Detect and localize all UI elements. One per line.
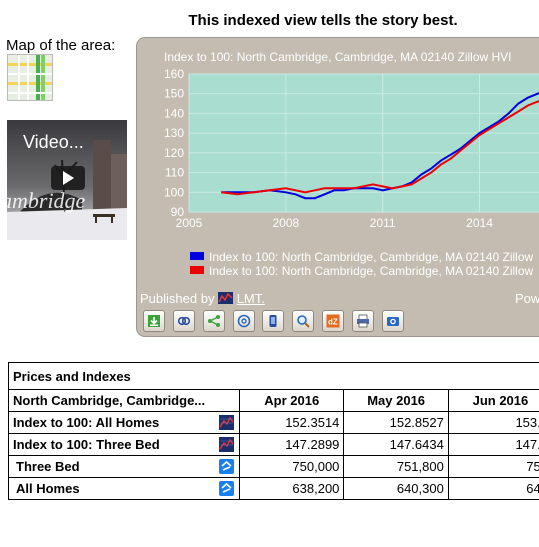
x-tick-label: 2014 — [466, 216, 493, 230]
y-tick-label: 130 — [164, 126, 184, 140]
chart-panel: Index to 100: North Cambridge, Cambridge… — [136, 37, 539, 337]
series-line-red — [221, 100, 539, 196]
video-title: Video... — [23, 132, 84, 152]
camera-icon — [387, 317, 399, 326]
table-cell: 750,000 — [238, 455, 345, 478]
download-icon — [148, 315, 160, 327]
link-icon — [177, 316, 191, 326]
video-image — [7, 120, 127, 240]
chart-icon[interactable] — [219, 415, 234, 430]
chart-icon[interactable] — [219, 437, 234, 452]
line-chart: 90 100 110 120 130 140 150 160 2005 2008 2011 2014 — [164, 67, 539, 230]
video-thumbnail[interactable]: Video... ambridge — [7, 120, 127, 240]
table-cell: 147.2899 — [238, 433, 345, 456]
table-cell: 152.3514 — [238, 411, 345, 434]
table-row: All Homes 638,200 640,300 643 — [8, 477, 539, 500]
row-label: Index to 100: Three Bed — [13, 437, 160, 452]
link-button[interactable] — [173, 310, 195, 332]
chart-title: Index to 100: North Cambridge, Cambridge… — [164, 50, 512, 64]
y-tick-label: 90 — [171, 205, 185, 219]
zillow-icon[interactable] — [219, 481, 234, 496]
table-cell: 643 — [447, 477, 539, 500]
powered-by: Pow — [515, 291, 539, 306]
table-cell: 152.8527 — [343, 411, 449, 434]
table-cell: 147.8 — [447, 433, 539, 456]
row-label: All Homes — [16, 481, 80, 496]
table-cell: 640,300 — [343, 477, 449, 500]
zoom-button[interactable] — [292, 310, 314, 332]
prices-table: Prices and Indexes North Cambridge, Camb… — [8, 362, 539, 500]
table-cell: 751,800 — [343, 455, 449, 478]
y-tick-label: 140 — [164, 106, 184, 120]
month-header: Jun 2016 — [447, 389, 539, 412]
x-tick-label: 2008 — [272, 216, 299, 230]
map-thumbnail[interactable] — [7, 54, 53, 101]
table-row: Three Bed 750,000 751,800 752 — [8, 455, 539, 478]
mobile-button[interactable] — [262, 310, 284, 332]
table-cell: 638,200 — [238, 477, 345, 500]
row-label: Three Bed — [16, 459, 80, 474]
map-label: Map of the area: — [6, 37, 116, 54]
y-tick-label: 110 — [165, 166, 184, 180]
y-tick-label: 120 — [164, 146, 184, 160]
video-watermark: ambridge — [7, 188, 86, 213]
legend-swatch-blue — [190, 252, 204, 260]
published-by: Published by LMT. — [140, 291, 265, 306]
legend-item-red[interactable]: Index to 100: North Cambridge, Cambridge… — [190, 264, 533, 278]
x-tick-label: 2011 — [370, 216, 396, 230]
table-row: Index to 100: Three Bed 147.2899 147.643… — [8, 433, 539, 456]
zillow-icon[interactable] — [219, 459, 234, 474]
legend-item-blue[interactable]: Index to 100: North Cambridge, Cambridge… — [190, 250, 533, 264]
download-button[interactable] — [143, 310, 165, 332]
map-icon — [8, 55, 52, 100]
print-icon — [357, 314, 369, 328]
mobile-icon — [269, 315, 277, 327]
y-tick-label: 150 — [164, 87, 184, 101]
share-icon — [208, 315, 220, 327]
legend-swatch-red — [190, 266, 204, 274]
y-tick-label: 160 — [164, 67, 184, 81]
camera-button[interactable] — [382, 310, 404, 332]
prices-table-container: Prices and Indexes North Cambridge, Camb… — [8, 362, 539, 500]
publisher-link[interactable]: LMT. — [236, 291, 265, 306]
email-icon — [237, 314, 251, 328]
svg-text:dZ: dZ — [328, 318, 338, 327]
table-cell: 752 — [447, 455, 539, 478]
legend-label-red: Index to 100: North Cambridge, Cambridge… — [209, 264, 534, 278]
dz-button[interactable]: dZ — [322, 310, 344, 332]
published-by-label: Published by — [140, 291, 215, 306]
publisher-logo-icon — [218, 292, 234, 304]
share-button[interactable] — [203, 310, 225, 332]
table-cell: 153.4 — [447, 411, 539, 434]
legend-label-blue: Index to 100: North Cambridge, Cambridge… — [209, 250, 534, 264]
month-header: Apr 2016 — [238, 389, 345, 412]
table-header-row: North Cambridge, Cambridge... Apr 2016 M… — [8, 389, 539, 412]
print-button[interactable] — [352, 310, 374, 332]
email-button[interactable] — [233, 310, 255, 332]
table-cell: 147.6434 — [343, 433, 449, 456]
page-headline: This indexed view tells the story best. — [188, 12, 458, 29]
table-caption: Prices and Indexes — [8, 362, 539, 390]
play-icon — [63, 171, 74, 185]
month-header: May 2016 — [343, 389, 449, 412]
x-tick-label: 2005 — [176, 216, 203, 230]
row-label: Index to 100: All Homes — [13, 415, 160, 430]
y-tick-label: 100 — [164, 185, 184, 199]
table-row: Index to 100: All Homes 152.3514 152.852… — [8, 411, 539, 434]
location-header: North Cambridge, Cambridge... — [8, 389, 240, 412]
zoom-icon — [297, 315, 310, 328]
dz-icon: dZ — [326, 314, 340, 328]
